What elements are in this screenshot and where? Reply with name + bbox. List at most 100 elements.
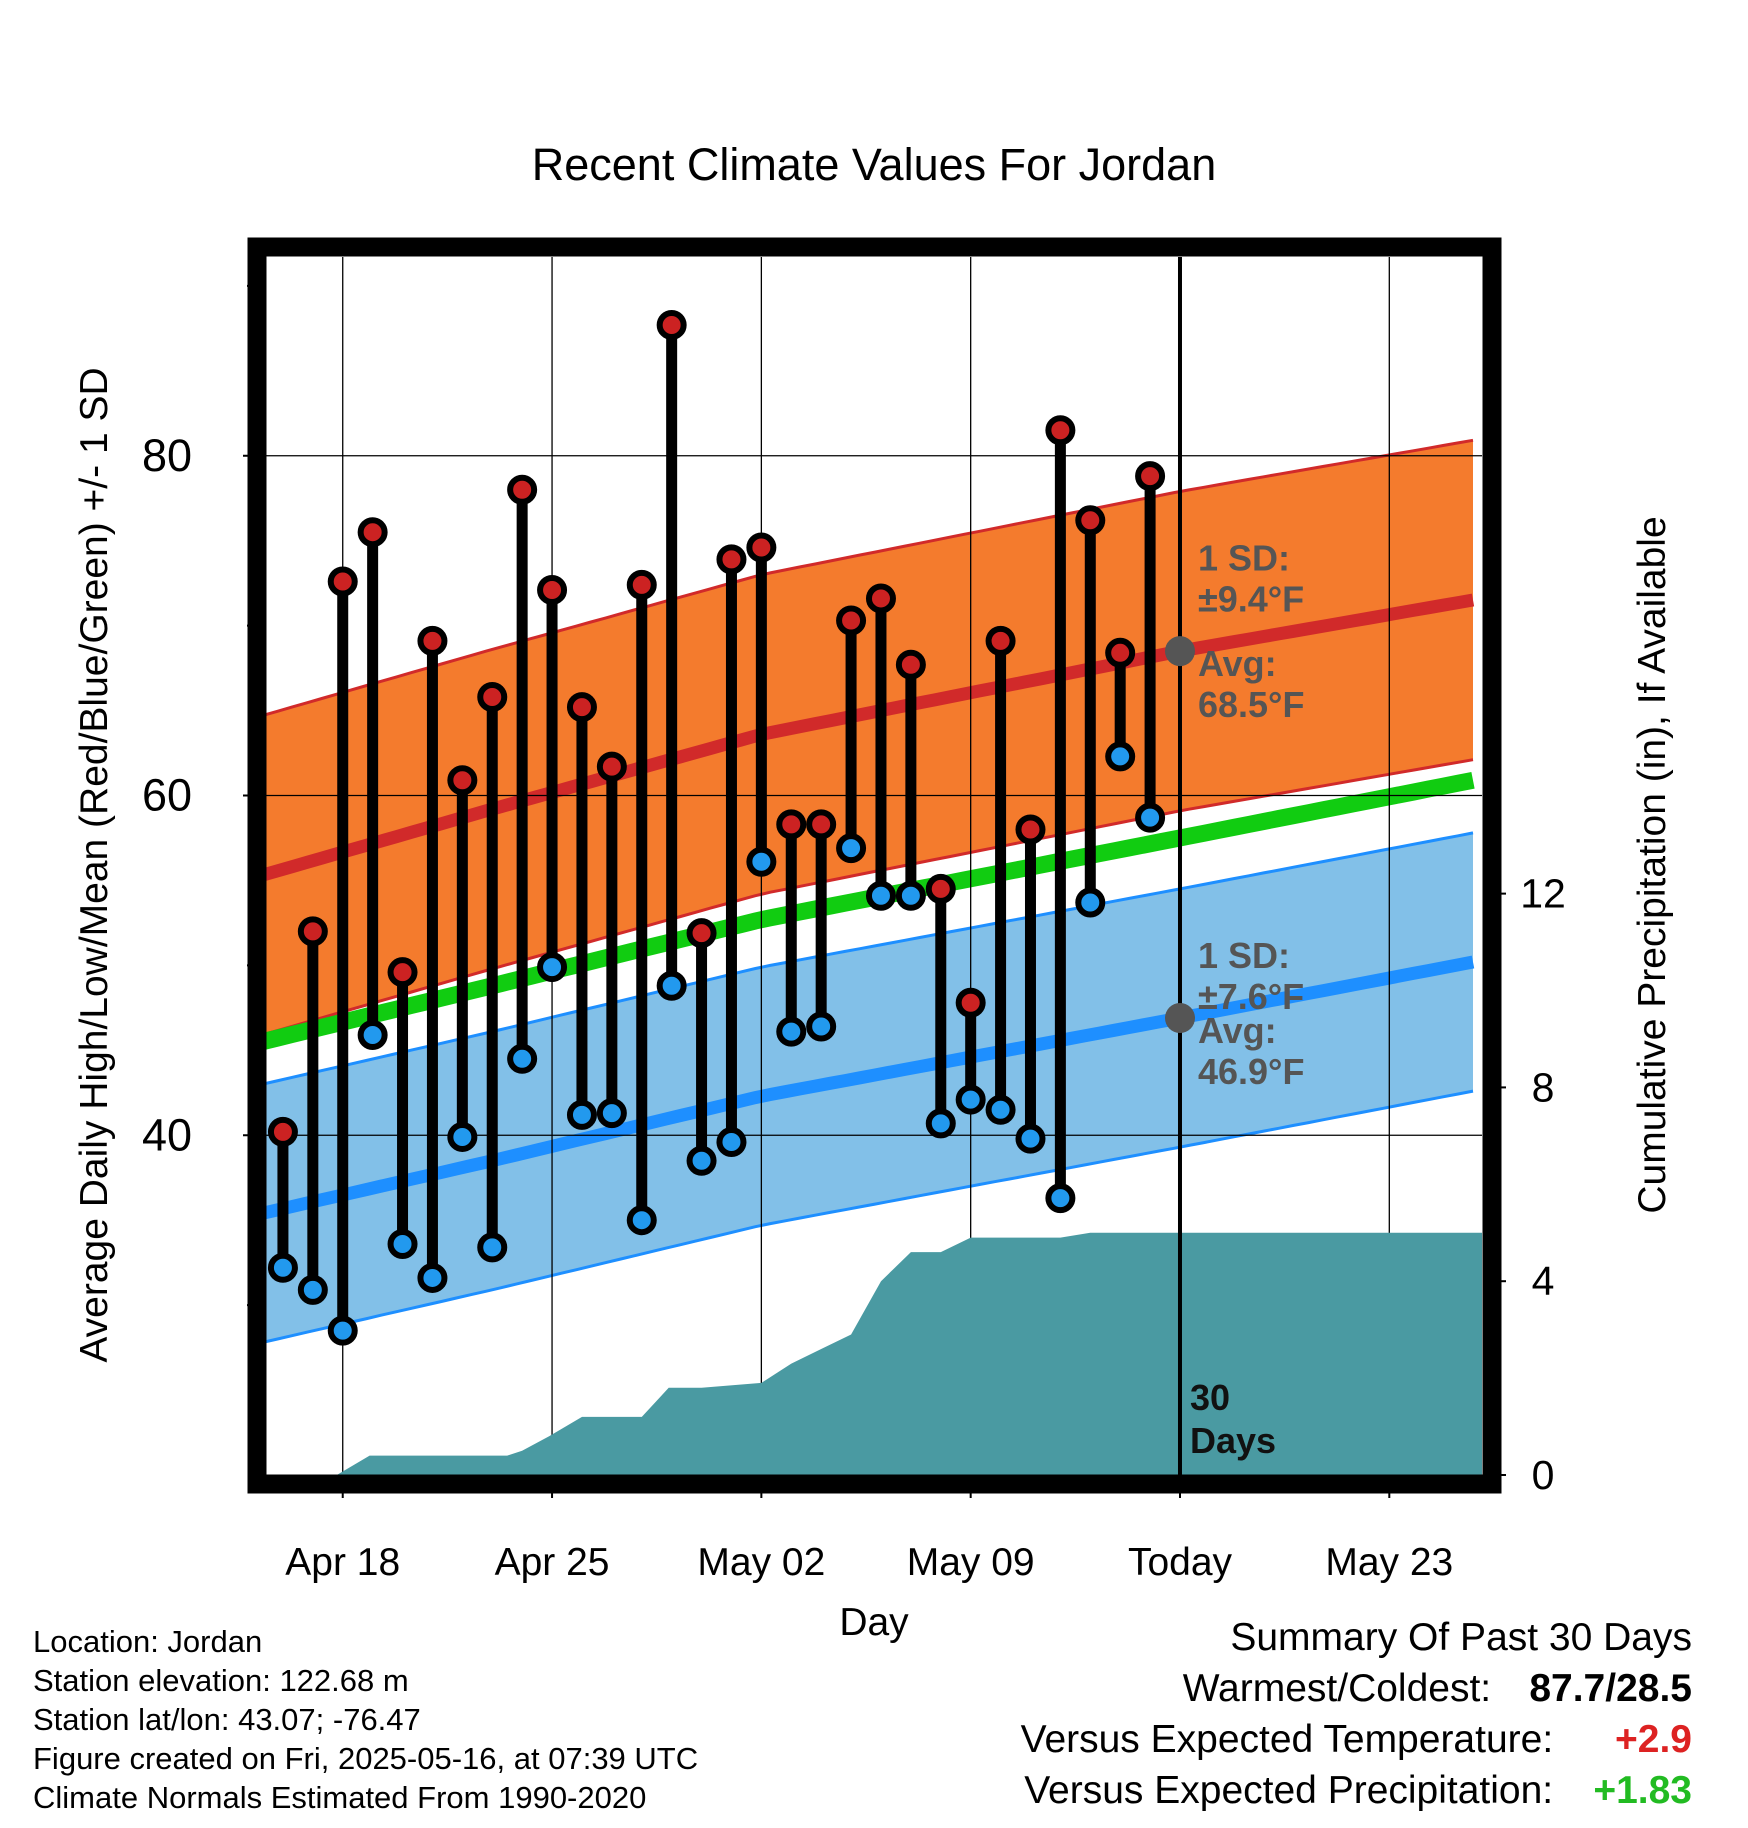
high-point [1075, 505, 1106, 536]
summary-precip-row: Versus Expected Precipitation: +1.83 [1021, 1765, 1692, 1816]
y-tick-label: 80 [142, 430, 192, 481]
low-point [297, 1274, 328, 1305]
low-point [895, 880, 926, 911]
summary-warmest-row: Warmest/Coldest: 87.7/28.5 [1021, 1663, 1692, 1714]
low-point [477, 1232, 508, 1263]
elevation-text: Station elevation: 122.68 m [33, 1663, 409, 1698]
low-point [1015, 1123, 1046, 1154]
low-point [596, 1098, 627, 1129]
low-sd-band-lower-edge [262, 1089, 1474, 1344]
low-point [955, 1084, 986, 1115]
low-point [566, 1099, 597, 1130]
high-point [447, 765, 478, 796]
x-tick-label: May 23 [1325, 1541, 1453, 1584]
low-point [387, 1228, 418, 1259]
low-point [1105, 741, 1136, 772]
low-sd-band [262, 832, 1473, 1343]
high-point [1135, 461, 1166, 492]
high-point [477, 681, 508, 712]
low-point [447, 1121, 478, 1152]
location-text: Location: Jordan [33, 1624, 263, 1659]
low-point [686, 1145, 717, 1176]
y2-axis-label: Cumulative Precipitation (in), If Availa… [1631, 516, 1674, 1213]
high-point [566, 692, 597, 723]
warmest-label: Warmest/Coldest: [1182, 1667, 1492, 1710]
precip-label: Versus Expected Precipitation: [1024, 1769, 1554, 1812]
high-point [297, 916, 328, 947]
low-avg-annotation: 46.9°F [1198, 1051, 1304, 1092]
low-point [716, 1127, 747, 1158]
y2-tick-label: 12 [1520, 871, 1566, 917]
high-point [1015, 814, 1046, 845]
low-point [776, 1016, 807, 1047]
low-point [357, 1020, 388, 1051]
y2-tick-label: 0 [1532, 1452, 1555, 1498]
low-point [1075, 887, 1106, 918]
high-avg-annotation: Avg: [1198, 643, 1277, 684]
low-point [746, 846, 777, 877]
summary-panel: Summary Of Past 30 Days Warmest/Coldest:… [1021, 1612, 1692, 1816]
high-point [776, 809, 807, 840]
high-sd-band-upper-edge [262, 438, 1474, 718]
x-tick-label: Apr 18 [285, 1541, 400, 1584]
high-sd-annotation: 1 SD: [1198, 537, 1290, 578]
y-tick-label: 40 [142, 1109, 192, 1160]
x-tick-label: May 02 [697, 1541, 825, 1584]
low-point [836, 833, 867, 864]
low-point [656, 970, 687, 1001]
high-point [357, 517, 388, 548]
high-point [895, 649, 926, 680]
low-sd-annotation: ±7.6°F [1198, 976, 1304, 1017]
high-point [716, 544, 747, 575]
normals-text: Climate Normals Estimated From 1990-2020 [33, 1780, 647, 1815]
x-tick-label: Today [1128, 1541, 1233, 1584]
low-point [537, 952, 568, 983]
plot-frame [247, 237, 1502, 1494]
high-point [925, 873, 956, 904]
low-point [1045, 1183, 1076, 1214]
high-point [806, 809, 837, 840]
created-text: Figure created on Fri, 2025-05-16, at 07… [33, 1741, 699, 1776]
high-point [865, 583, 896, 614]
high-point [626, 569, 657, 600]
normal-low-line [262, 955, 1475, 1220]
high-point [836, 605, 867, 636]
low-sd-annotation: 1 SD: [1198, 935, 1290, 976]
warmest-value: 87.7/28.5 [1529, 1667, 1692, 1710]
high-point [387, 957, 418, 988]
summary-temp-row: Versus Expected Temperature: +2.9 [1021, 1714, 1692, 1765]
low-point [1135, 802, 1166, 833]
latlon-text: Station lat/lon: 43.07; -76.47 [33, 1702, 421, 1737]
station-info: Location: Jordan Station elevation: 122.… [33, 1622, 698, 1817]
temp-label: Versus Expected Temperature: [1020, 1718, 1554, 1761]
low-point [925, 1108, 956, 1139]
high-sd-annotation: ±9.4°F [1198, 578, 1304, 619]
high-point [267, 1116, 298, 1147]
high-point [656, 309, 687, 340]
y-tick-label: 60 [142, 770, 192, 821]
x-axis-label: Day [839, 1601, 909, 1644]
y-axis-label: Average Daily High/Low/Mean (Red/Blue/Gr… [73, 367, 116, 1362]
precip-value: +1.83 [1593, 1769, 1692, 1812]
precip-area [336, 1232, 1482, 1475]
low-point [327, 1315, 358, 1346]
high-point [746, 532, 777, 563]
chart-title: Recent Climate Values For Jordan [532, 139, 1216, 190]
high-point [537, 574, 568, 605]
x-tick-label: Apr 25 [495, 1541, 610, 1584]
y2-tick-label: 4 [1532, 1258, 1555, 1304]
high-point [686, 918, 717, 949]
low-point [267, 1252, 298, 1283]
high-point [985, 625, 1016, 656]
high-point [507, 474, 538, 505]
today-high-avg-dot [1164, 636, 1195, 667]
today-window-label: 30 [1190, 1377, 1230, 1418]
low-point [806, 1011, 837, 1042]
high-point [417, 625, 448, 656]
today-low-avg-dot [1164, 1003, 1195, 1034]
high-point [955, 987, 986, 1018]
today-window-label: Days [1190, 1420, 1276, 1461]
high-sd-band [262, 440, 1473, 1035]
low-point [417, 1262, 448, 1293]
